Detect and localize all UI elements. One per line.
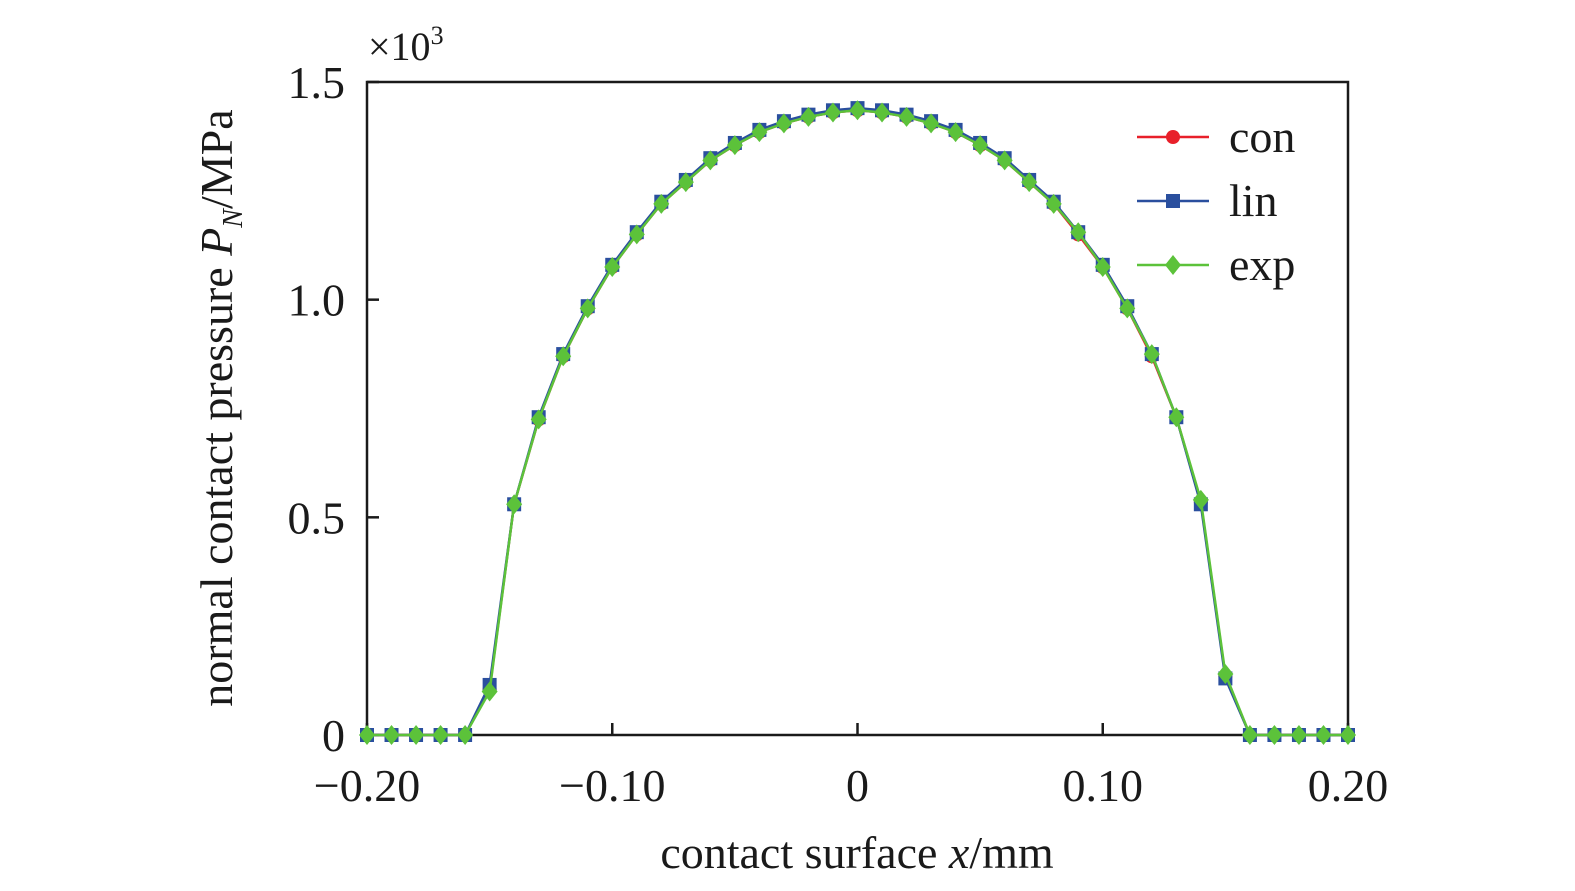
legend-marker	[1166, 194, 1180, 208]
series-exp-point	[653, 193, 670, 214]
series-exp-point	[604, 257, 621, 278]
y-axis-label: normal contact pressure PN/MPa	[191, 109, 249, 706]
series-layer	[359, 100, 1356, 745]
series-lin	[360, 101, 1355, 742]
axis-ticks: −0.20 −0.10 0 0.10 0.20 0 0.5 1.0 1.5	[288, 57, 1389, 811]
plot-frame	[365, 80, 1350, 737]
series-exp-point	[947, 122, 964, 143]
y-tick-label: 1.5	[288, 57, 346, 108]
legend-item-lin: lin	[1137, 175, 1278, 226]
y-axis-multiplier: ×103	[368, 21, 444, 69]
y-label-unit: /MPa	[191, 109, 242, 209]
series-exp-point	[1192, 489, 1209, 510]
series-exp-point	[1315, 725, 1332, 745]
series-exp-point	[702, 150, 719, 171]
legend-marker	[1166, 130, 1180, 144]
series-exp-point	[432, 725, 449, 745]
x-tick-label: 0.20	[1308, 760, 1389, 811]
x-tick-label: −0.20	[314, 760, 420, 811]
series-exp-point	[874, 102, 891, 123]
series-exp-point	[1094, 257, 1111, 278]
y-tick-label: 0	[322, 710, 345, 761]
series-exp-point	[1143, 344, 1160, 365]
series-exp-point	[800, 106, 817, 127]
series-exp-point	[923, 113, 940, 134]
series-exp-point	[1241, 725, 1258, 745]
legend-label: con	[1229, 111, 1295, 162]
series-exp-point	[1168, 407, 1185, 428]
y-multiplier-exponent: 3	[431, 21, 444, 50]
series-exp-point	[1217, 664, 1234, 685]
series-exp-point	[359, 725, 375, 745]
y-tick-label: 1.0	[288, 275, 346, 326]
series-exp-point	[1290, 725, 1307, 745]
series-exp-point	[677, 172, 694, 193]
series-con-line	[367, 109, 1348, 737]
series-exp-point	[1070, 222, 1087, 243]
series-exp-point	[555, 346, 572, 367]
series-con	[360, 103, 1355, 742]
x-label-var: x	[948, 827, 970, 878]
series-exp-point	[530, 409, 547, 430]
series-exp-point	[726, 135, 743, 156]
series-exp-point	[1266, 725, 1283, 745]
y-label-prefix: normal contact pressure	[191, 256, 242, 707]
series-exp-point	[481, 681, 498, 702]
x-tick-label: 0.10	[1063, 760, 1144, 811]
legend-item-exp: exp	[1137, 239, 1295, 290]
legend-label: lin	[1229, 175, 1278, 226]
x-tick-label: 0	[846, 760, 869, 811]
series-exp-point	[506, 494, 523, 515]
series-exp-point	[408, 725, 425, 745]
series-exp-point	[1045, 193, 1062, 214]
legend-label: exp	[1229, 239, 1295, 290]
series-exp	[359, 100, 1356, 745]
series-exp-point	[972, 135, 989, 156]
series-exp-point	[849, 100, 866, 121]
series-exp-point	[824, 102, 841, 123]
series-exp-line	[367, 109, 1348, 737]
x-axis-label: contact surface x/mm	[660, 827, 1054, 878]
x-label-unit: /mm	[969, 827, 1054, 878]
series-exp-point	[1021, 172, 1038, 193]
legend: con lin exp	[1137, 111, 1295, 290]
y-tick-label: 0.5	[288, 492, 346, 543]
legend-item-con: con	[1137, 111, 1295, 162]
series-exp-point	[1340, 725, 1356, 745]
series-exp-point	[751, 122, 768, 143]
series-exp-point	[628, 224, 645, 245]
series-exp-point	[383, 725, 400, 745]
y-multiplier-base: ×10	[368, 24, 431, 69]
y-label-var: P	[191, 228, 242, 257]
x-tick-label: −0.10	[559, 760, 665, 811]
y-label-sub: N	[218, 208, 249, 229]
x-label-prefix: contact surface	[660, 827, 949, 878]
series-exp-point	[898, 106, 915, 127]
series-exp-point	[457, 725, 474, 745]
series-exp-point	[996, 150, 1013, 171]
series-exp-point	[775, 113, 792, 134]
series-exp-point	[1119, 298, 1136, 319]
series-exp-point	[579, 298, 596, 319]
legend-marker	[1165, 255, 1181, 275]
